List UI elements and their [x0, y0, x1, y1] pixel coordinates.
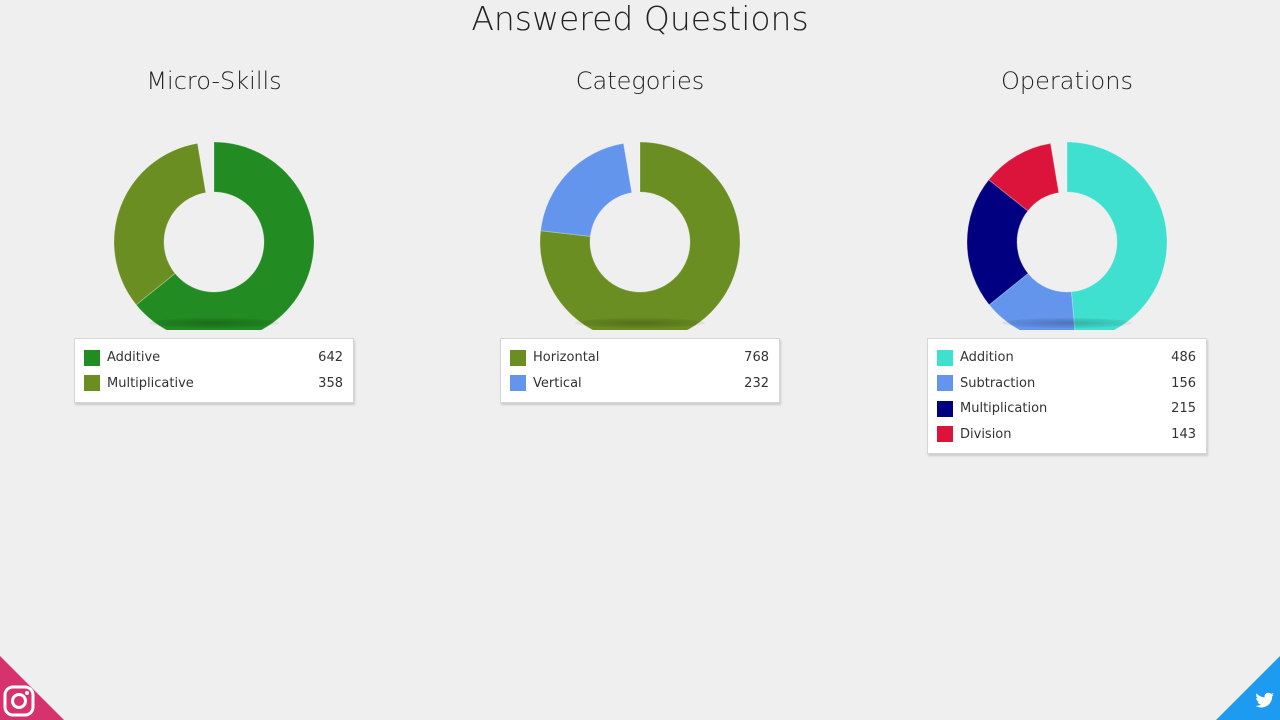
donut-shadow [575, 318, 705, 328]
donut-slice-multiplicative[interactable] [113, 142, 207, 306]
legend: Horizontal 768 Vertical 232 [500, 338, 780, 403]
page-title: Answered Questions [471, 0, 809, 38]
legend-item-additive[interactable]: Additive 642 [75, 345, 353, 371]
legend-label: Multiplicative [107, 375, 194, 391]
legend-item-multiplicative[interactable]: Multiplicative 358 [75, 371, 353, 397]
donut-chart [113, 141, 315, 330]
legend: Additive 642 Multiplicative 358 [74, 338, 354, 403]
legend-label: Subtraction [960, 375, 1036, 391]
legend-label: Horizontal [533, 350, 600, 366]
twitter-icon [1216, 656, 1280, 720]
legend-item-division[interactable]: Division 143 [928, 422, 1206, 448]
chart-title: Micro-Skills [146, 67, 282, 95]
legend-label: Vertical [533, 375, 582, 391]
legend-swatch [510, 375, 526, 392]
legend-swatch [84, 349, 100, 366]
donut-slice-multiplication[interactable] [966, 179, 1029, 306]
legend: Addition 486 Subtraction 156 Multiplication 2… [927, 338, 1207, 454]
chart-title: Categories [575, 67, 705, 95]
donut-area [927, 100, 1207, 330]
donut-slice-subtraction[interactable] [988, 272, 1076, 330]
donut-shadow [149, 318, 279, 328]
legend-item-horizontal[interactable]: Horizontal 768 [501, 345, 779, 371]
donut-area [500, 100, 780, 330]
twitter-link[interactable] [1216, 656, 1280, 720]
legend-item-subtraction[interactable]: Subtraction 156 [928, 371, 1206, 397]
legend-value: 358 [318, 375, 343, 391]
legend-swatch [84, 375, 100, 392]
donut-area [74, 100, 354, 330]
micro-skills-chart: Micro-Skills Additive 642 Multiplicative 35… [74, 62, 354, 403]
donut-slice-additive[interactable] [135, 141, 315, 330]
legend-value: 768 [744, 350, 769, 366]
legend-swatch [937, 375, 953, 392]
legend-value: 215 [1171, 401, 1196, 417]
legend-value: 143 [1171, 426, 1196, 442]
donut-slice-horizontal[interactable] [539, 141, 741, 330]
legend-swatch [937, 349, 953, 366]
legend-label: Division [960, 426, 1012, 442]
legend-item-vertical[interactable]: Vertical 232 [501, 371, 779, 397]
legend-item-addition[interactable]: Addition 486 [928, 345, 1206, 371]
operations-chart: Operations Addition 486 Subtraction 156 Mult… [927, 62, 1207, 454]
legend-item-multiplication[interactable]: Multiplication 215 [928, 396, 1206, 422]
instagram-link[interactable] [0, 656, 64, 720]
legend-label: Additive [107, 350, 161, 366]
legend-value: 486 [1171, 350, 1196, 366]
donut-slice-division[interactable] [988, 142, 1060, 212]
instagram-icon [0, 656, 64, 720]
legend-value: 156 [1171, 375, 1196, 391]
categories-chart: Categories Horizontal 768 Vertical 232 [500, 62, 780, 403]
donut-slice-addition[interactable] [1066, 141, 1168, 330]
legend-label: Multiplication [960, 401, 1048, 417]
legend-label: Addition [960, 350, 1014, 366]
donut-shadow [1002, 318, 1132, 328]
legend-swatch [937, 426, 953, 443]
legend-swatch [510, 349, 526, 366]
legend-swatch [937, 400, 953, 417]
chart-title: Operations [1001, 67, 1133, 95]
donut-slice-vertical[interactable] [540, 142, 633, 237]
donut-chart [966, 141, 1168, 330]
donut-chart [539, 141, 741, 330]
legend-value: 642 [318, 350, 343, 366]
legend-value: 232 [744, 375, 769, 391]
